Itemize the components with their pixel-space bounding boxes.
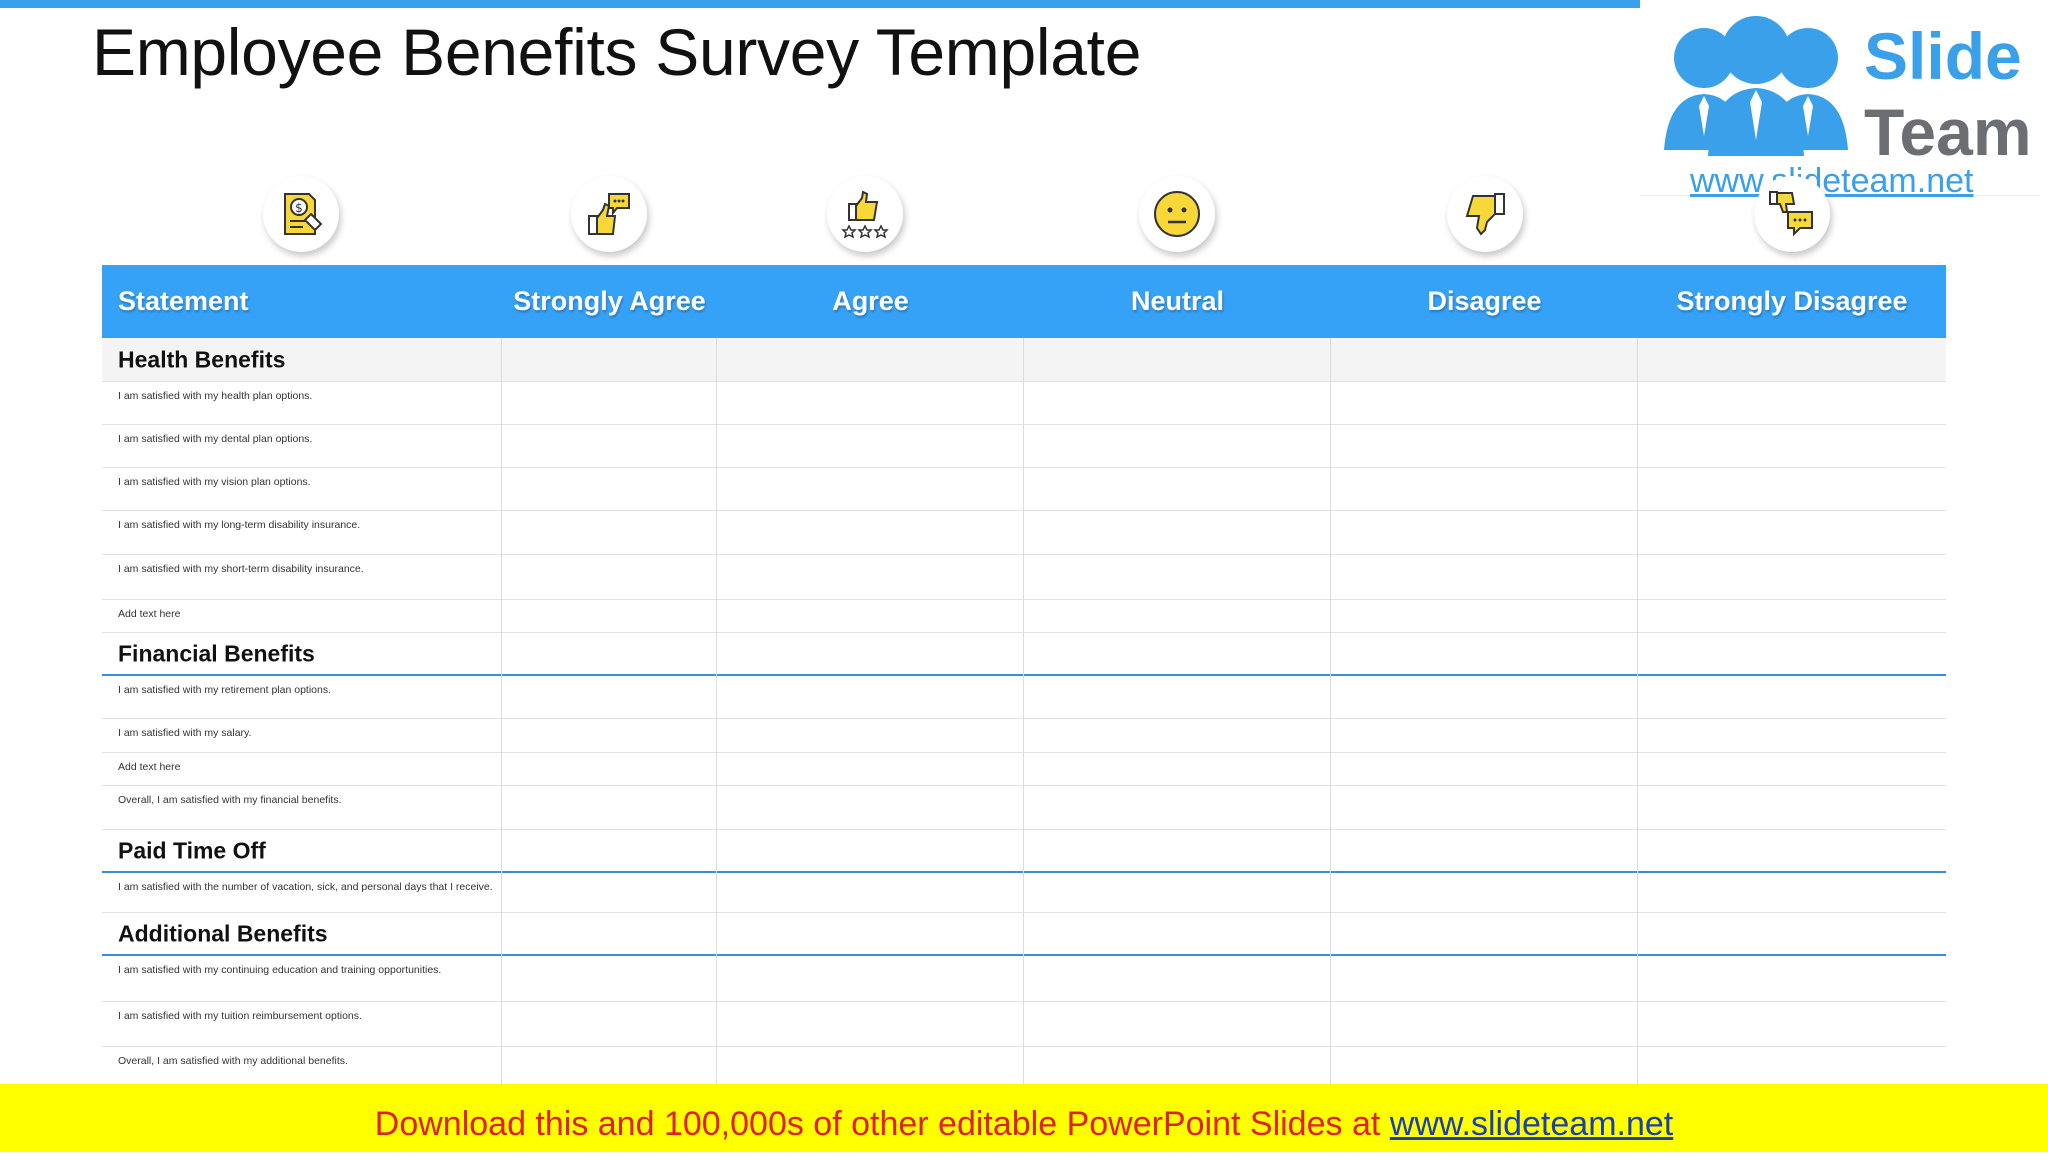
table-row: Add text here: [102, 753, 1946, 786]
section-title: Additional Benefits: [118, 920, 328, 946]
banner-message: Download this and 100,000s of other edit…: [374, 1105, 1390, 1143]
slideteam-logo: Slide Team www.slideteam.net: [1640, 0, 2040, 200]
table-row: I am satisfied with my vision plan optio…: [102, 468, 1946, 511]
document-dollar-icon: $: [263, 176, 339, 252]
section-title: Health Benefits: [118, 346, 286, 372]
section-title: Financial Benefits: [118, 640, 315, 666]
section-row: Additional Benefits: [102, 913, 1946, 956]
thumbs-down-icon: [1447, 176, 1523, 252]
table-row: Add text here: [102, 600, 1946, 633]
statement-text: I am satisfied with my dental plan optio…: [118, 433, 313, 445]
header-neutral: Neutral: [1130, 286, 1225, 316]
section-row: Paid Time Off: [102, 830, 1946, 873]
statement-text: Add text here: [118, 608, 181, 620]
statement-text: I am satisfied with my salary.: [118, 727, 252, 739]
statement-text: I am satisfied with my long-term disabil…: [118, 519, 361, 531]
table-row: I am satisfied with the number of vacati…: [102, 873, 1946, 913]
table-row: I am satisfied with my dental plan optio…: [102, 425, 1946, 468]
statement-text: I am satisfied with the number of vacati…: [118, 881, 493, 893]
header-strongly-disagree: Strongly Disagree: [1676, 286, 1908, 316]
logo-word-team: Team: [1864, 95, 2032, 169]
header-disagree: Disagree: [1427, 286, 1542, 316]
thumbs-up-speech-icon: [571, 176, 647, 252]
table-row: I am satisfied with my salary.: [102, 719, 1946, 753]
page-title: Employee Benefits Survey Template: [92, 15, 1142, 89]
statement-text: I am satisfied with my continuing educat…: [118, 964, 442, 976]
header-agree: Agree: [832, 286, 909, 316]
statement-text: I am satisfied with my short-term disabi…: [118, 563, 364, 575]
table-header-row: Statement Strongly Agree Agree Neutral D…: [102, 265, 1946, 338]
thumbs-down-speech-icon: [1754, 176, 1830, 252]
top-accent-bar: [0, 0, 1640, 8]
header-strongly-agree: Strongly Agree: [513, 286, 706, 316]
neutral-face-icon: [1139, 176, 1215, 252]
table-row: I am satisfied with my short-term disabi…: [102, 555, 1946, 600]
thumbs-up-stars-icon: [827, 176, 903, 252]
table-row: I am satisfied with my continuing educat…: [102, 956, 1946, 1002]
download-banner: Download this and 100,000s of other edit…: [0, 1084, 2048, 1152]
statement-text: Add text here: [118, 761, 181, 773]
statement-text: Overall, I am satisfied with my financia…: [118, 794, 342, 806]
table-body: Health Benefits I am satisfied with my he…: [102, 338, 1946, 1091]
table-row: I am satisfied with my health plan optio…: [102, 382, 1946, 425]
banner-text: Download this and 100,000s of other edit…: [0, 1084, 2048, 1164]
statement-text: I am satisfied with my tuition reimburse…: [118, 1010, 362, 1022]
section-row: Health Benefits: [102, 338, 1946, 382]
table-row: Overall, I am satisfied with my financia…: [102, 786, 1946, 830]
logo-url-link[interactable]: www.slideteam.net: [1690, 162, 1974, 200]
people-logo-icon: [1664, 16, 1848, 156]
banner-link[interactable]: www.slideteam.net: [1389, 1105, 1674, 1143]
header-statement: Statement: [118, 286, 249, 316]
statement-text: I am satisfied with my retirement plan o…: [118, 684, 332, 696]
survey-table: Statement Strongly Agree Agree Neutral D…: [102, 265, 1946, 1091]
table-row: I am satisfied with my long-term disabil…: [102, 511, 1946, 555]
svg-text:$: $: [295, 201, 303, 215]
statement-text: Overall, I am satisfied with my addition…: [118, 1055, 348, 1067]
statement-text: I am satisfied with my health plan optio…: [118, 390, 313, 402]
section-row: Financial Benefits: [102, 633, 1946, 676]
table-row: I am satisfied with my retirement plan o…: [102, 676, 1946, 719]
logo-word-slide: Slide: [1864, 19, 2022, 93]
statement-text: I am satisfied with my vision plan optio…: [118, 476, 311, 488]
table-row: I am satisfied with my tuition reimburse…: [102, 1002, 1946, 1047]
section-title: Paid Time Off: [118, 837, 266, 863]
